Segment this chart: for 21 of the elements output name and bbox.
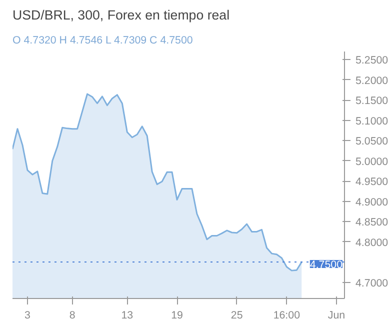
x-tick-label: 25 [230, 310, 243, 322]
x-tick-label: 16:00 [273, 310, 300, 322]
y-tick-label: 5.1000 [356, 115, 388, 128]
ref-line-label: 4.7500 [310, 259, 343, 272]
y-tick-label: 4.8500 [356, 216, 388, 229]
y-tick-label: 4.7000 [356, 277, 388, 290]
y-tick-label: 5.1500 [356, 95, 388, 108]
x-tick-label: 3 [24, 310, 30, 322]
x-tick-label: 8 [69, 310, 76, 322]
y-tick-label: 5.2000 [356, 74, 388, 87]
y-tick-label: 4.9000 [356, 196, 388, 208]
y-tick-label: 4.8000 [356, 236, 388, 249]
y-tick-label: 4.9500 [356, 176, 388, 188]
x-tick-label: 19 [171, 310, 184, 322]
y-tick-label: 5.0000 [356, 156, 388, 168]
y-tick-label: 5.2500 [356, 54, 388, 67]
chart-subtitle: O 4.7320 H 4.7546 L 4.7309 C 4.7500 [12, 34, 193, 46]
x-tick-label: 13 [121, 310, 134, 322]
y-tick-label: 5.0500 [356, 136, 388, 148]
x-tick-label: Jun [328, 310, 346, 322]
chart-title: USD/BRL, 300, Forex en tiempo real [12, 8, 230, 22]
